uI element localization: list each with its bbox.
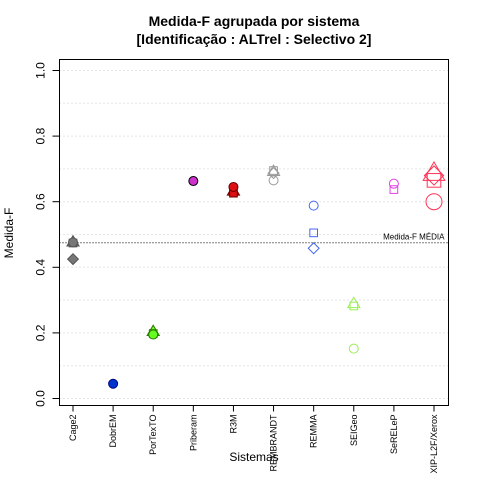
x-tick-label: REMMA: [309, 415, 319, 449]
x-tick-label: PorTexTO: [148, 415, 158, 455]
chart-subtitle: [Identificação : ALTrel : Selectivo 2]: [137, 31, 372, 47]
x-tick-label: SEIGeo: [349, 415, 359, 447]
y-tick-label: 0.6: [34, 193, 48, 210]
point-dobrem-circle: [108, 378, 119, 389]
reference-line-group: Medida-F MÉDIA: [59, 233, 449, 244]
point-rembrandt-circle: [268, 175, 279, 186]
x-tick-label: SeRELeP: [389, 415, 399, 455]
y-axis-label: Medida-F: [2, 208, 16, 259]
x-axis: Cage2 DobrEM PorTexTO Priberam R3M REMBRANDT R…: [68, 405, 439, 474]
point-serelep-square: [389, 185, 399, 194]
point-r3m-circle: [228, 181, 239, 192]
x-tick-label: REMBRANDT: [269, 414, 279, 472]
point-priberam-circle: [188, 176, 199, 187]
point-seigeo-circle: [348, 343, 359, 354]
y-tick-label: 0.0: [34, 390, 48, 407]
point-remma-diamond: [307, 242, 320, 255]
x-tick-label: Cage2: [68, 415, 78, 442]
x-axis-label: Sistemas: [229, 450, 278, 464]
x-tick-label: DobrEM: [108, 415, 118, 448]
y-axis: 0.0 0.2 0.4 0.6 0.8 1.0: [34, 62, 60, 407]
point-remma-circle: [308, 200, 319, 211]
x-tick-label: R3M: [228, 415, 238, 434]
reference-line-label: Medida-F MÉDIA: [383, 233, 445, 242]
plot-frame: [59, 59, 449, 406]
x-tick-label: Priberam: [188, 415, 198, 452]
point-rembrandt-square: [269, 166, 278, 175]
point-portexto-circle: [148, 329, 159, 340]
y-tick-label: 0.2: [34, 324, 48, 341]
x-tick-label: XIP-L2F/Xerox: [429, 414, 439, 474]
grid: [59, 70, 449, 399]
chart-title: Medida-F agrupada por sistema: [149, 13, 360, 29]
y-tick-label: 0.4: [34, 259, 48, 276]
point-seigeo-square: [349, 301, 359, 311]
point-serelep-circle: [388, 178, 399, 189]
y-tick-label: 1.0: [34, 62, 48, 79]
point-xip-l2f-xerox-square: [426, 173, 442, 188]
point-xip-l2f-xerox-circle: [425, 193, 443, 211]
point-cage2-circle: [68, 237, 78, 248]
point-cage2-diamond: [66, 252, 80, 266]
y-tick-label: 0.8: [34, 127, 48, 144]
point-xip-l2f-xerox-triangle: [422, 161, 446, 181]
data-points: [66, 161, 446, 389]
point-remma-square: [309, 228, 318, 238]
